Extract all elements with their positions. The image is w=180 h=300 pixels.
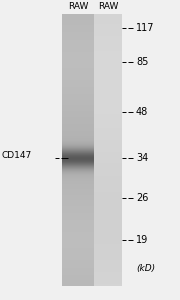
Text: RAW: RAW <box>68 2 88 11</box>
Text: 34: 34 <box>136 153 148 163</box>
Text: 48: 48 <box>136 107 148 117</box>
Text: 26: 26 <box>136 193 148 203</box>
Text: (kD): (kD) <box>136 263 155 272</box>
Text: 19: 19 <box>136 235 148 245</box>
Text: CD147: CD147 <box>2 152 32 160</box>
Text: RAW: RAW <box>98 2 118 11</box>
Text: 85: 85 <box>136 57 148 67</box>
Text: 117: 117 <box>136 23 154 33</box>
